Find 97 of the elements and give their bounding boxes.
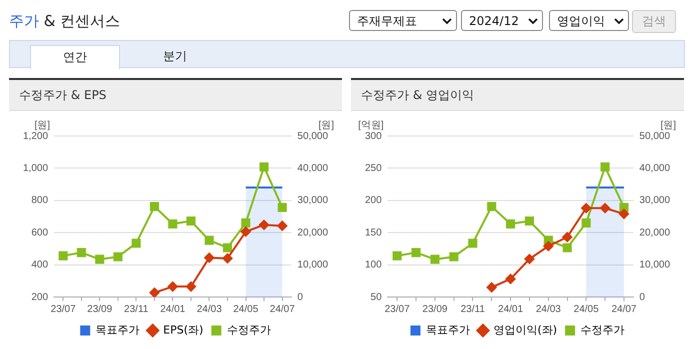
- y-tick-label: 200: [364, 195, 382, 206]
- text: 주가 & 컨센서스: [9, 12, 120, 31]
- point: [222, 243, 232, 252]
- y-tick-label: 800: [31, 195, 48, 206]
- legend-label: EPS(좌): [163, 323, 204, 336]
- y2-tick-label: 30,000: [297, 195, 328, 206]
- point: [259, 162, 269, 172]
- point: [168, 219, 178, 228]
- point: [95, 254, 104, 264]
- y-tick-label: 1,200: [22, 130, 48, 142]
- x-tick-label: 24/07: [611, 304, 637, 315]
- chart-title: 수정주가 & 영업이익: [351, 80, 684, 111]
- y2-tick-label: 0: [639, 292, 646, 303]
- x-tick-label: 23/09: [87, 304, 113, 315]
- point: [204, 236, 214, 245]
- point: [582, 218, 591, 228]
- x-tick-label: 24/01: [160, 304, 186, 315]
- point: [392, 251, 402, 260]
- point: [259, 220, 270, 230]
- y2-axis-title: [원]: [318, 120, 334, 131]
- text: 분기: [162, 48, 188, 65]
- y-tick-label: 50: [370, 292, 382, 303]
- point: [149, 288, 160, 297]
- y2-tick-label: 40,000: [639, 162, 670, 174]
- x-tick-label: 23/07: [50, 304, 76, 315]
- point: [186, 216, 196, 226]
- x-tick-label: 24/05: [233, 304, 259, 315]
- y-tick-label: 600: [31, 227, 48, 238]
- point: [222, 253, 232, 264]
- x-tick-label: 23/09: [422, 304, 448, 315]
- point: [168, 282, 178, 292]
- x-tick-label: 24/07: [270, 304, 296, 315]
- text: 영업이익: [549, 10, 629, 31]
- x-tick-label: 23/11: [124, 304, 149, 315]
- point: [132, 238, 141, 248]
- point: [204, 252, 214, 263]
- y-axis-title: [억원]: [358, 120, 384, 131]
- legend-label: 목표주가: [426, 323, 470, 336]
- x-tick-label: 24/01: [498, 304, 524, 315]
- y2-tick-label: 50,000: [297, 130, 328, 142]
- y2-tick-label: 50,000: [639, 130, 670, 142]
- point: [486, 282, 497, 292]
- point: [277, 220, 288, 231]
- point: [113, 252, 122, 262]
- point: [449, 252, 458, 262]
- y-tick-label: 400: [31, 260, 48, 271]
- y2-tick-label: 30,000: [639, 195, 670, 206]
- y2-tick-label: 10,000: [639, 260, 670, 271]
- point: [506, 219, 516, 228]
- point: [468, 238, 478, 248]
- point: [278, 202, 287, 212]
- text: 연간: [30, 45, 120, 69]
- y-axis-title: [원]: [34, 120, 50, 131]
- point: [76, 248, 86, 258]
- y-tick-label: 100: [364, 260, 382, 271]
- point: [543, 241, 554, 252]
- legend-label: 목표주가: [96, 323, 140, 336]
- y2-tick-label: 10,000: [297, 260, 328, 271]
- y2-tick-label: 20,000: [297, 227, 328, 238]
- y2-tick-label: 20,000: [639, 227, 670, 238]
- point: [600, 203, 610, 214]
- legend-label: 수정주가: [226, 323, 271, 336]
- y2-axis-title: [원]: [660, 120, 676, 131]
- point: [562, 243, 572, 252]
- point: [186, 282, 196, 292]
- x-tick-label: 23/11: [460, 304, 486, 315]
- point: [618, 208, 629, 219]
- y-tick-label: 250: [364, 162, 382, 174]
- text: 주재무제표: [349, 10, 457, 31]
- x-tick-label: 24/05: [574, 304, 600, 315]
- legend-label: 수정주가: [580, 323, 625, 336]
- x-tick-label: 23/07: [384, 304, 410, 315]
- y-tick-label: 150: [364, 227, 382, 238]
- y2-tick-label: 40,000: [297, 162, 328, 174]
- point: [524, 254, 534, 264]
- text: 검색: [632, 10, 676, 33]
- x-tick-label: 24/03: [536, 304, 562, 315]
- y2-tick-label: 0: [297, 292, 304, 303]
- point: [581, 203, 592, 214]
- point: [487, 202, 496, 212]
- point: [506, 274, 516, 284]
- point: [240, 226, 251, 237]
- point: [58, 251, 68, 260]
- point: [430, 254, 440, 264]
- point: [150, 202, 159, 212]
- y-tick-label: 1,000: [22, 162, 48, 174]
- point: [524, 216, 534, 226]
- point: [241, 218, 250, 228]
- point: [412, 248, 421, 258]
- y-tick-label: 300: [364, 130, 382, 142]
- point: [600, 162, 610, 172]
- legend-label: 영업이익(좌): [493, 323, 558, 336]
- text: 2024/12: [461, 10, 543, 31]
- chart-title: 수정주가 & EPS: [9, 80, 342, 111]
- point: [562, 232, 572, 242]
- y-tick-label: 200: [31, 292, 48, 303]
- x-tick-label: 24/03: [196, 304, 222, 315]
